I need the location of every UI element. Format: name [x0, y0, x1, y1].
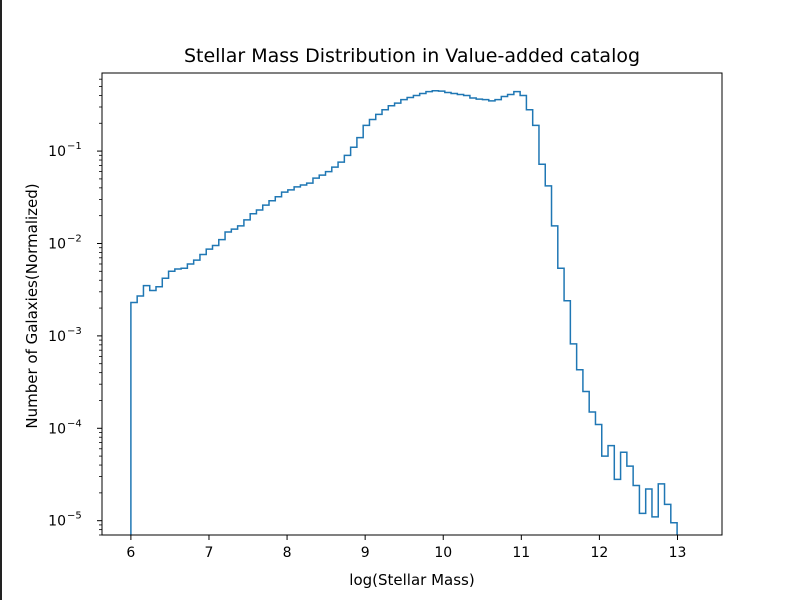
- x-tick-label: 6: [126, 545, 135, 561]
- x-tick-label: 13: [669, 545, 687, 561]
- y-tick-exponent: −4: [67, 418, 82, 429]
- y-tick-label: 10: [48, 144, 66, 160]
- y-tick-label: 10: [48, 329, 66, 345]
- y-tick-label: 10: [48, 236, 66, 252]
- histogram-series-0: [130, 89, 678, 535]
- y-axis-label: Number of Galaxies(Normalized): [23, 183, 41, 428]
- y-tick-exponent: −1: [67, 141, 82, 152]
- x-tick-label: 11: [512, 545, 530, 561]
- y-tick-exponent: −2: [67, 233, 82, 244]
- plot-area: [130, 89, 678, 535]
- y-tick-exponent: −3: [67, 326, 82, 337]
- y-tick-label: 10: [48, 421, 66, 437]
- x-tick-label: 10: [434, 545, 452, 561]
- plot-frame: [101, 72, 723, 536]
- x-tick-label: 9: [361, 545, 370, 561]
- x-tick-label: 7: [205, 545, 214, 561]
- y-tick-exponent: −5: [67, 511, 82, 522]
- x-axis-label: log(Stellar Mass): [349, 571, 474, 589]
- x-tick-label: 12: [590, 545, 608, 561]
- chart-title: Stellar Mass Distribution in Value-added…: [184, 45, 640, 67]
- y-tick-label: 10: [48, 514, 66, 530]
- window-edge: [0, 0, 2, 600]
- x-tick-label: 8: [283, 545, 292, 561]
